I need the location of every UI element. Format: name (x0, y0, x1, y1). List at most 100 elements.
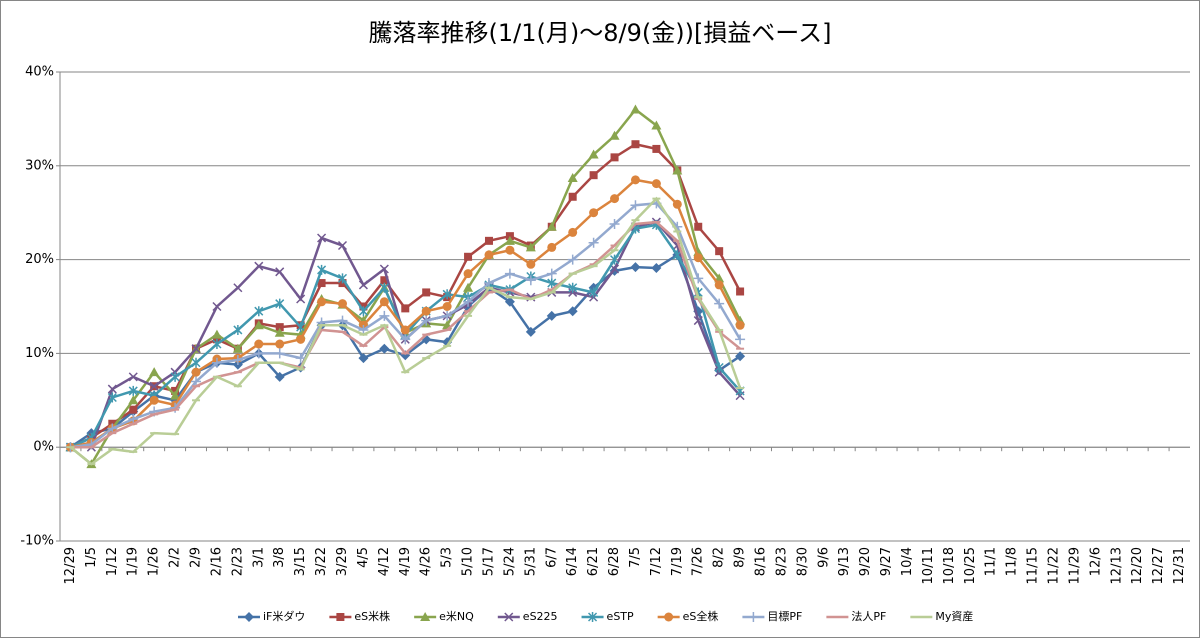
marker (630, 175, 640, 185)
marker (630, 200, 641, 211)
x-tick-label: 5/3 (440, 547, 455, 568)
marker (379, 282, 389, 293)
marker (149, 367, 160, 377)
marker (275, 267, 285, 277)
x-tick-label: 9/20 (858, 547, 873, 576)
marker (317, 297, 327, 307)
legend-label: eS全株 (683, 609, 719, 623)
x-tick-label: 1/26 (147, 547, 162, 576)
x-tick-label: 10/18 (942, 547, 957, 584)
marker (589, 287, 599, 298)
x-tick-label: 6/28 (607, 547, 622, 576)
marker (254, 261, 264, 271)
x-tick-label: 7/19 (670, 547, 685, 576)
x-tick-label: 8/9 (733, 547, 748, 568)
marker (526, 259, 536, 269)
x-tick-label: 11/8 (1005, 547, 1020, 576)
marker (212, 301, 222, 312)
marker (735, 320, 745, 330)
marker (525, 275, 536, 286)
marker (651, 263, 662, 274)
marker (149, 395, 159, 405)
marker (128, 372, 138, 382)
legend-label: 法人PF (851, 609, 886, 623)
x-tick-label: 4/5 (356, 547, 371, 568)
x-tick-label: 2/9 (189, 547, 204, 568)
x-tick-label: 5/24 (502, 547, 517, 576)
marker (464, 252, 473, 261)
x-tick-label: 11/1 (984, 547, 999, 576)
marker (567, 254, 578, 265)
marker (253, 320, 264, 330)
chart-title: 騰落率推移(1/1(月)～8/9(金))[損益ベース] (369, 19, 832, 47)
x-tick-label: 5/17 (481, 547, 496, 576)
x-tick-label: 7/26 (691, 547, 706, 576)
x-tick-label: 8/30 (795, 547, 810, 576)
marker (652, 144, 661, 153)
marker (588, 149, 599, 159)
marker (504, 235, 515, 245)
marker (128, 395, 139, 405)
legend-item: 法人PF (826, 609, 886, 623)
marker (609, 218, 620, 229)
marker (191, 344, 201, 354)
marker (233, 324, 243, 335)
marker (714, 298, 725, 309)
x-tick-label: 12/13 (1109, 547, 1124, 584)
marker (254, 339, 264, 349)
marker (588, 612, 598, 622)
marker (421, 306, 431, 316)
legend-label: eSTP (607, 610, 634, 623)
marker (463, 269, 473, 279)
marker (379, 297, 389, 307)
marker (504, 612, 514, 622)
marker (442, 289, 452, 300)
marker (714, 362, 724, 373)
x-tick-label: 3/22 (314, 547, 329, 576)
x-tick-label: 11/15 (1026, 547, 1041, 584)
marker (337, 273, 348, 284)
marker (296, 322, 306, 333)
x-tick-label: 1/12 (105, 547, 120, 576)
marker (630, 262, 641, 273)
marker (296, 334, 306, 344)
x-tick-label: 8/16 (754, 547, 769, 576)
x-tick-label: 6/7 (544, 547, 559, 568)
marker (588, 237, 599, 248)
x-tick-label: 11/29 (1067, 547, 1082, 584)
legend-label: eS225 (523, 610, 558, 623)
marker (546, 268, 557, 279)
y-tick-label: 40% (25, 65, 54, 80)
marker (463, 282, 474, 292)
marker (253, 348, 264, 359)
marker (337, 240, 348, 251)
x-tick-label: 12/6 (1088, 547, 1103, 576)
marker (525, 326, 536, 337)
y-tick-label: 20% (25, 252, 54, 267)
x-tick-label: 10/25 (963, 547, 978, 584)
marker (379, 310, 390, 321)
marker (631, 140, 640, 149)
marker (547, 278, 557, 289)
marker (693, 316, 703, 326)
marker (212, 339, 222, 350)
legend-item: eS全株 (657, 609, 719, 623)
marker (317, 264, 327, 275)
marker (211, 357, 222, 368)
marker (630, 104, 641, 114)
x-tick-label: 7/12 (649, 547, 664, 576)
x-tick-label: 12/20 (1130, 547, 1145, 584)
marker (170, 371, 180, 382)
x-tick-label: 1/5 (84, 547, 99, 568)
legend-item: 目標PF (742, 609, 802, 623)
marker (211, 329, 222, 339)
legend-label: 目標PF (767, 609, 802, 623)
x-tick-label: 6/14 (565, 547, 580, 576)
x-tick-label: 4/19 (398, 547, 413, 576)
y-tick-label: 0% (33, 440, 54, 455)
legend-item: My資産 (910, 610, 973, 623)
marker (546, 221, 557, 231)
marker (274, 371, 285, 382)
marker (244, 612, 254, 622)
marker (693, 253, 703, 263)
